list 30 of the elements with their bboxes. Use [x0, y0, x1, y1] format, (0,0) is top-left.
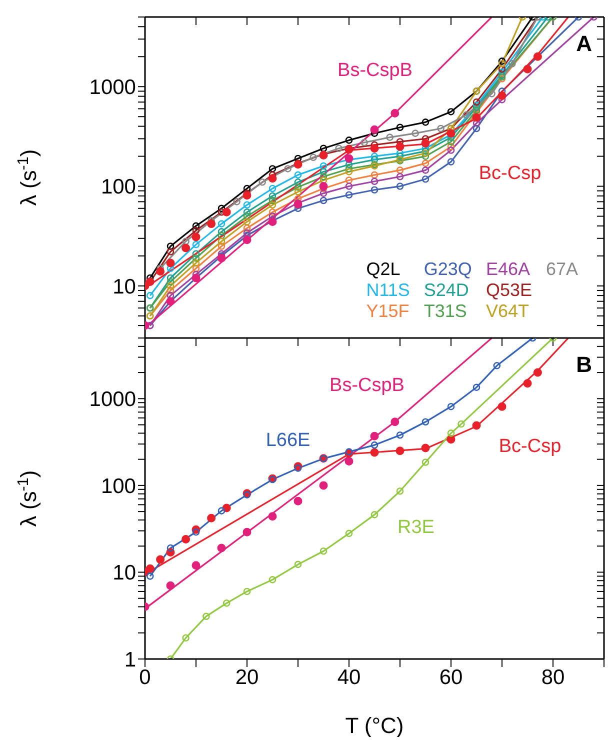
y-tick-label: 100 [100, 474, 136, 498]
annotation: B [576, 352, 592, 378]
y-tick-label: 10 [112, 275, 136, 298]
x-tick-label: 80 [541, 666, 565, 689]
text: Q53E [486, 280, 532, 301]
x-tick-label: 0 [139, 666, 151, 689]
x-tick-label: 20 [235, 666, 259, 689]
text: S24D [424, 280, 470, 301]
text: T31S [424, 301, 468, 322]
y-tick-label: 1 [124, 648, 136, 672]
y-tick-label: 1000 [89, 388, 136, 412]
annotation: Bc-Csp [478, 163, 542, 185]
y-tick-label: 100 [100, 176, 136, 199]
x-tick-label: 40 [337, 666, 361, 689]
text: Y15F [366, 301, 410, 322]
text: V64T [486, 301, 530, 322]
text: G23Q [424, 259, 472, 280]
y-tick-label: 1000 [89, 76, 136, 100]
annotation: Bc-Csp [498, 436, 562, 458]
y-tick-label: 10 [112, 562, 136, 585]
annotation: A [576, 31, 592, 57]
annotation: Bs-CspB [330, 375, 404, 397]
annotation: R3E [398, 517, 434, 539]
text: 67A [546, 259, 578, 280]
text: E46A [486, 259, 531, 280]
text: Q2L [366, 259, 402, 280]
x-tick-label: 60 [439, 666, 463, 689]
annotation: Bs-CspB [338, 60, 412, 82]
text: N11S [366, 280, 410, 301]
annotation: L66E [266, 430, 310, 452]
